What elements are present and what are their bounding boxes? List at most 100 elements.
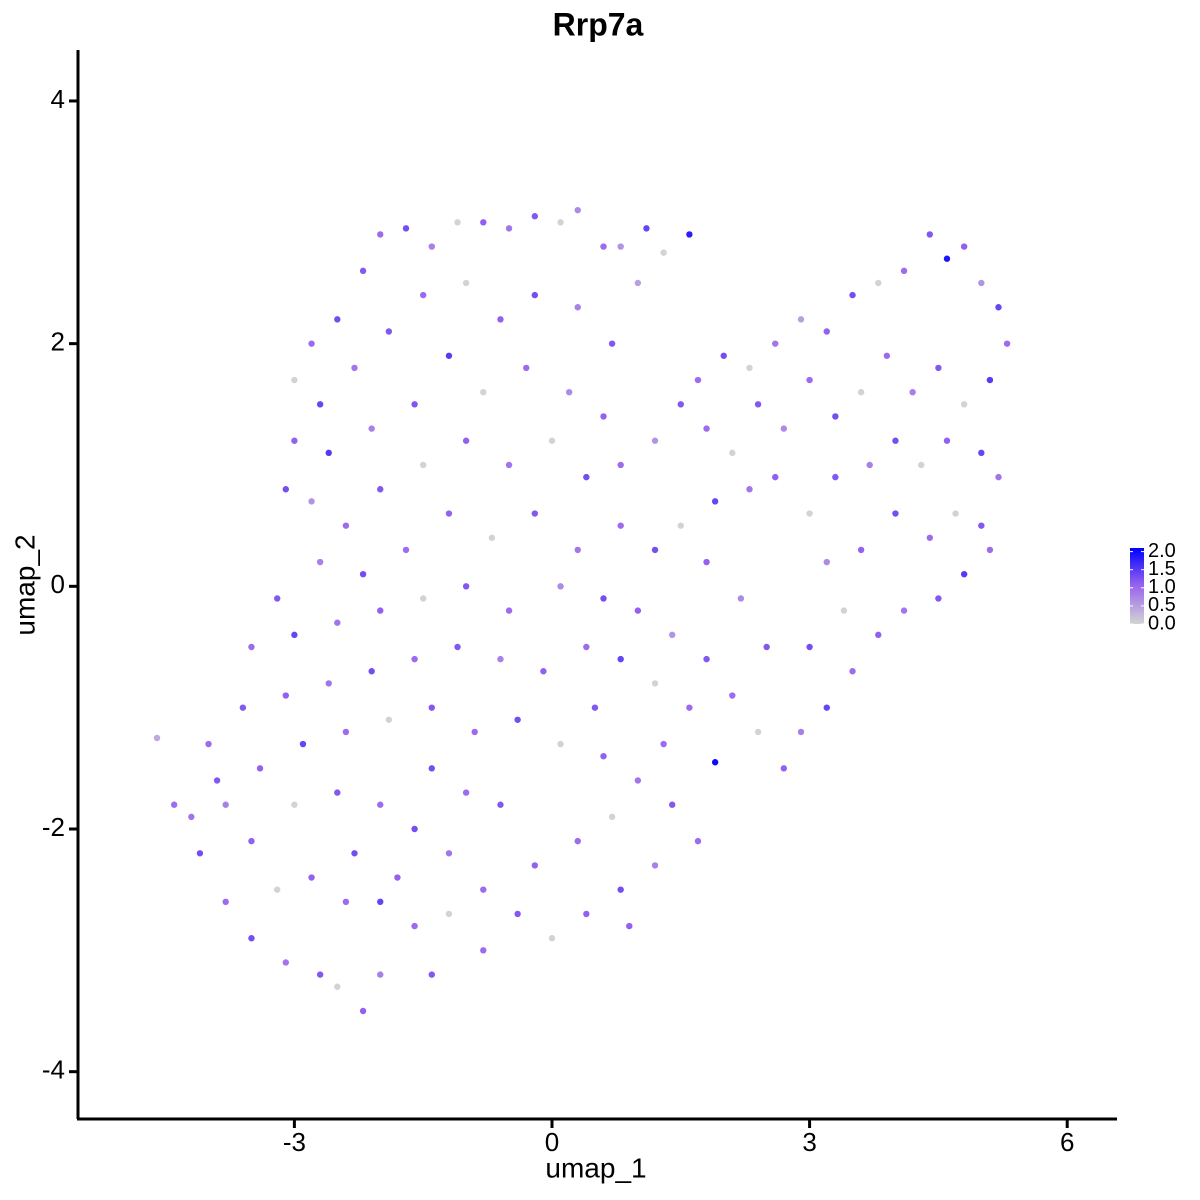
point xyxy=(531,291,539,299)
point xyxy=(480,886,487,893)
point xyxy=(772,473,779,481)
point xyxy=(574,206,581,214)
point xyxy=(368,668,375,675)
point xyxy=(711,759,719,766)
point xyxy=(952,510,959,517)
point xyxy=(531,213,539,220)
point xyxy=(153,734,161,742)
point xyxy=(514,910,521,918)
point xyxy=(857,388,865,396)
x-axis-title: umap_1 xyxy=(545,1152,646,1183)
point xyxy=(634,279,642,287)
point xyxy=(505,225,513,232)
point xyxy=(342,898,350,906)
point xyxy=(608,813,616,821)
point xyxy=(411,825,418,833)
point xyxy=(308,874,315,881)
point xyxy=(617,886,624,893)
point xyxy=(960,243,968,250)
point xyxy=(385,328,393,335)
point xyxy=(651,680,659,687)
point xyxy=(840,607,848,614)
point xyxy=(978,449,985,457)
point xyxy=(377,801,384,808)
point xyxy=(737,595,745,602)
point xyxy=(823,704,830,711)
point xyxy=(892,510,899,517)
colorbar-label: 1.0 xyxy=(1148,576,1176,598)
point xyxy=(900,267,908,275)
point xyxy=(196,850,204,857)
point xyxy=(772,340,779,347)
point xyxy=(651,546,659,554)
point xyxy=(943,437,951,444)
point xyxy=(651,862,659,869)
point xyxy=(557,583,564,590)
point xyxy=(823,558,830,566)
point xyxy=(411,655,418,663)
point xyxy=(806,510,813,517)
point xyxy=(677,401,684,408)
point xyxy=(480,219,487,226)
point xyxy=(857,546,865,554)
point xyxy=(334,316,341,323)
point xyxy=(806,643,813,651)
point xyxy=(428,765,435,772)
chart-title: Rrp7a xyxy=(553,6,644,42)
point xyxy=(291,437,298,444)
y-tick-label: 0 xyxy=(51,569,65,599)
point xyxy=(583,473,590,481)
y-axis-title: umap_2 xyxy=(9,534,40,635)
point xyxy=(377,898,384,906)
point xyxy=(308,340,315,347)
y-tick-label: -4 xyxy=(42,1055,65,1085)
point xyxy=(926,231,934,238)
point xyxy=(402,225,410,232)
colorbar-label: 2.0 xyxy=(1148,540,1176,562)
point xyxy=(282,959,289,966)
point xyxy=(428,971,435,978)
point xyxy=(256,765,264,772)
point xyxy=(677,522,684,529)
point xyxy=(377,231,384,238)
point xyxy=(943,255,951,262)
point xyxy=(875,631,882,639)
point xyxy=(626,922,633,930)
point xyxy=(299,740,307,748)
point xyxy=(428,243,435,250)
point xyxy=(823,328,830,335)
point xyxy=(497,655,504,663)
point xyxy=(394,874,401,881)
point xyxy=(875,279,882,287)
point xyxy=(428,704,435,711)
point xyxy=(419,461,427,469)
point xyxy=(523,364,530,372)
point xyxy=(617,655,624,663)
point xyxy=(445,910,453,918)
point xyxy=(445,850,453,857)
x-tick-label: 3 xyxy=(802,1127,816,1157)
point xyxy=(617,243,624,250)
point xyxy=(462,583,470,590)
point xyxy=(669,631,676,639)
point xyxy=(462,789,470,796)
point xyxy=(325,449,332,457)
point xyxy=(583,643,590,651)
point xyxy=(359,267,367,275)
point xyxy=(686,704,693,711)
point xyxy=(608,340,616,347)
point xyxy=(325,680,332,687)
colorbar-label: 1.5 xyxy=(1148,558,1176,580)
point xyxy=(359,570,367,578)
point xyxy=(497,801,504,808)
point xyxy=(419,595,427,602)
point xyxy=(866,461,873,469)
point xyxy=(986,546,994,554)
point xyxy=(274,886,281,893)
point xyxy=(574,304,581,311)
point xyxy=(188,813,195,821)
point xyxy=(806,376,813,384)
point xyxy=(411,401,418,408)
